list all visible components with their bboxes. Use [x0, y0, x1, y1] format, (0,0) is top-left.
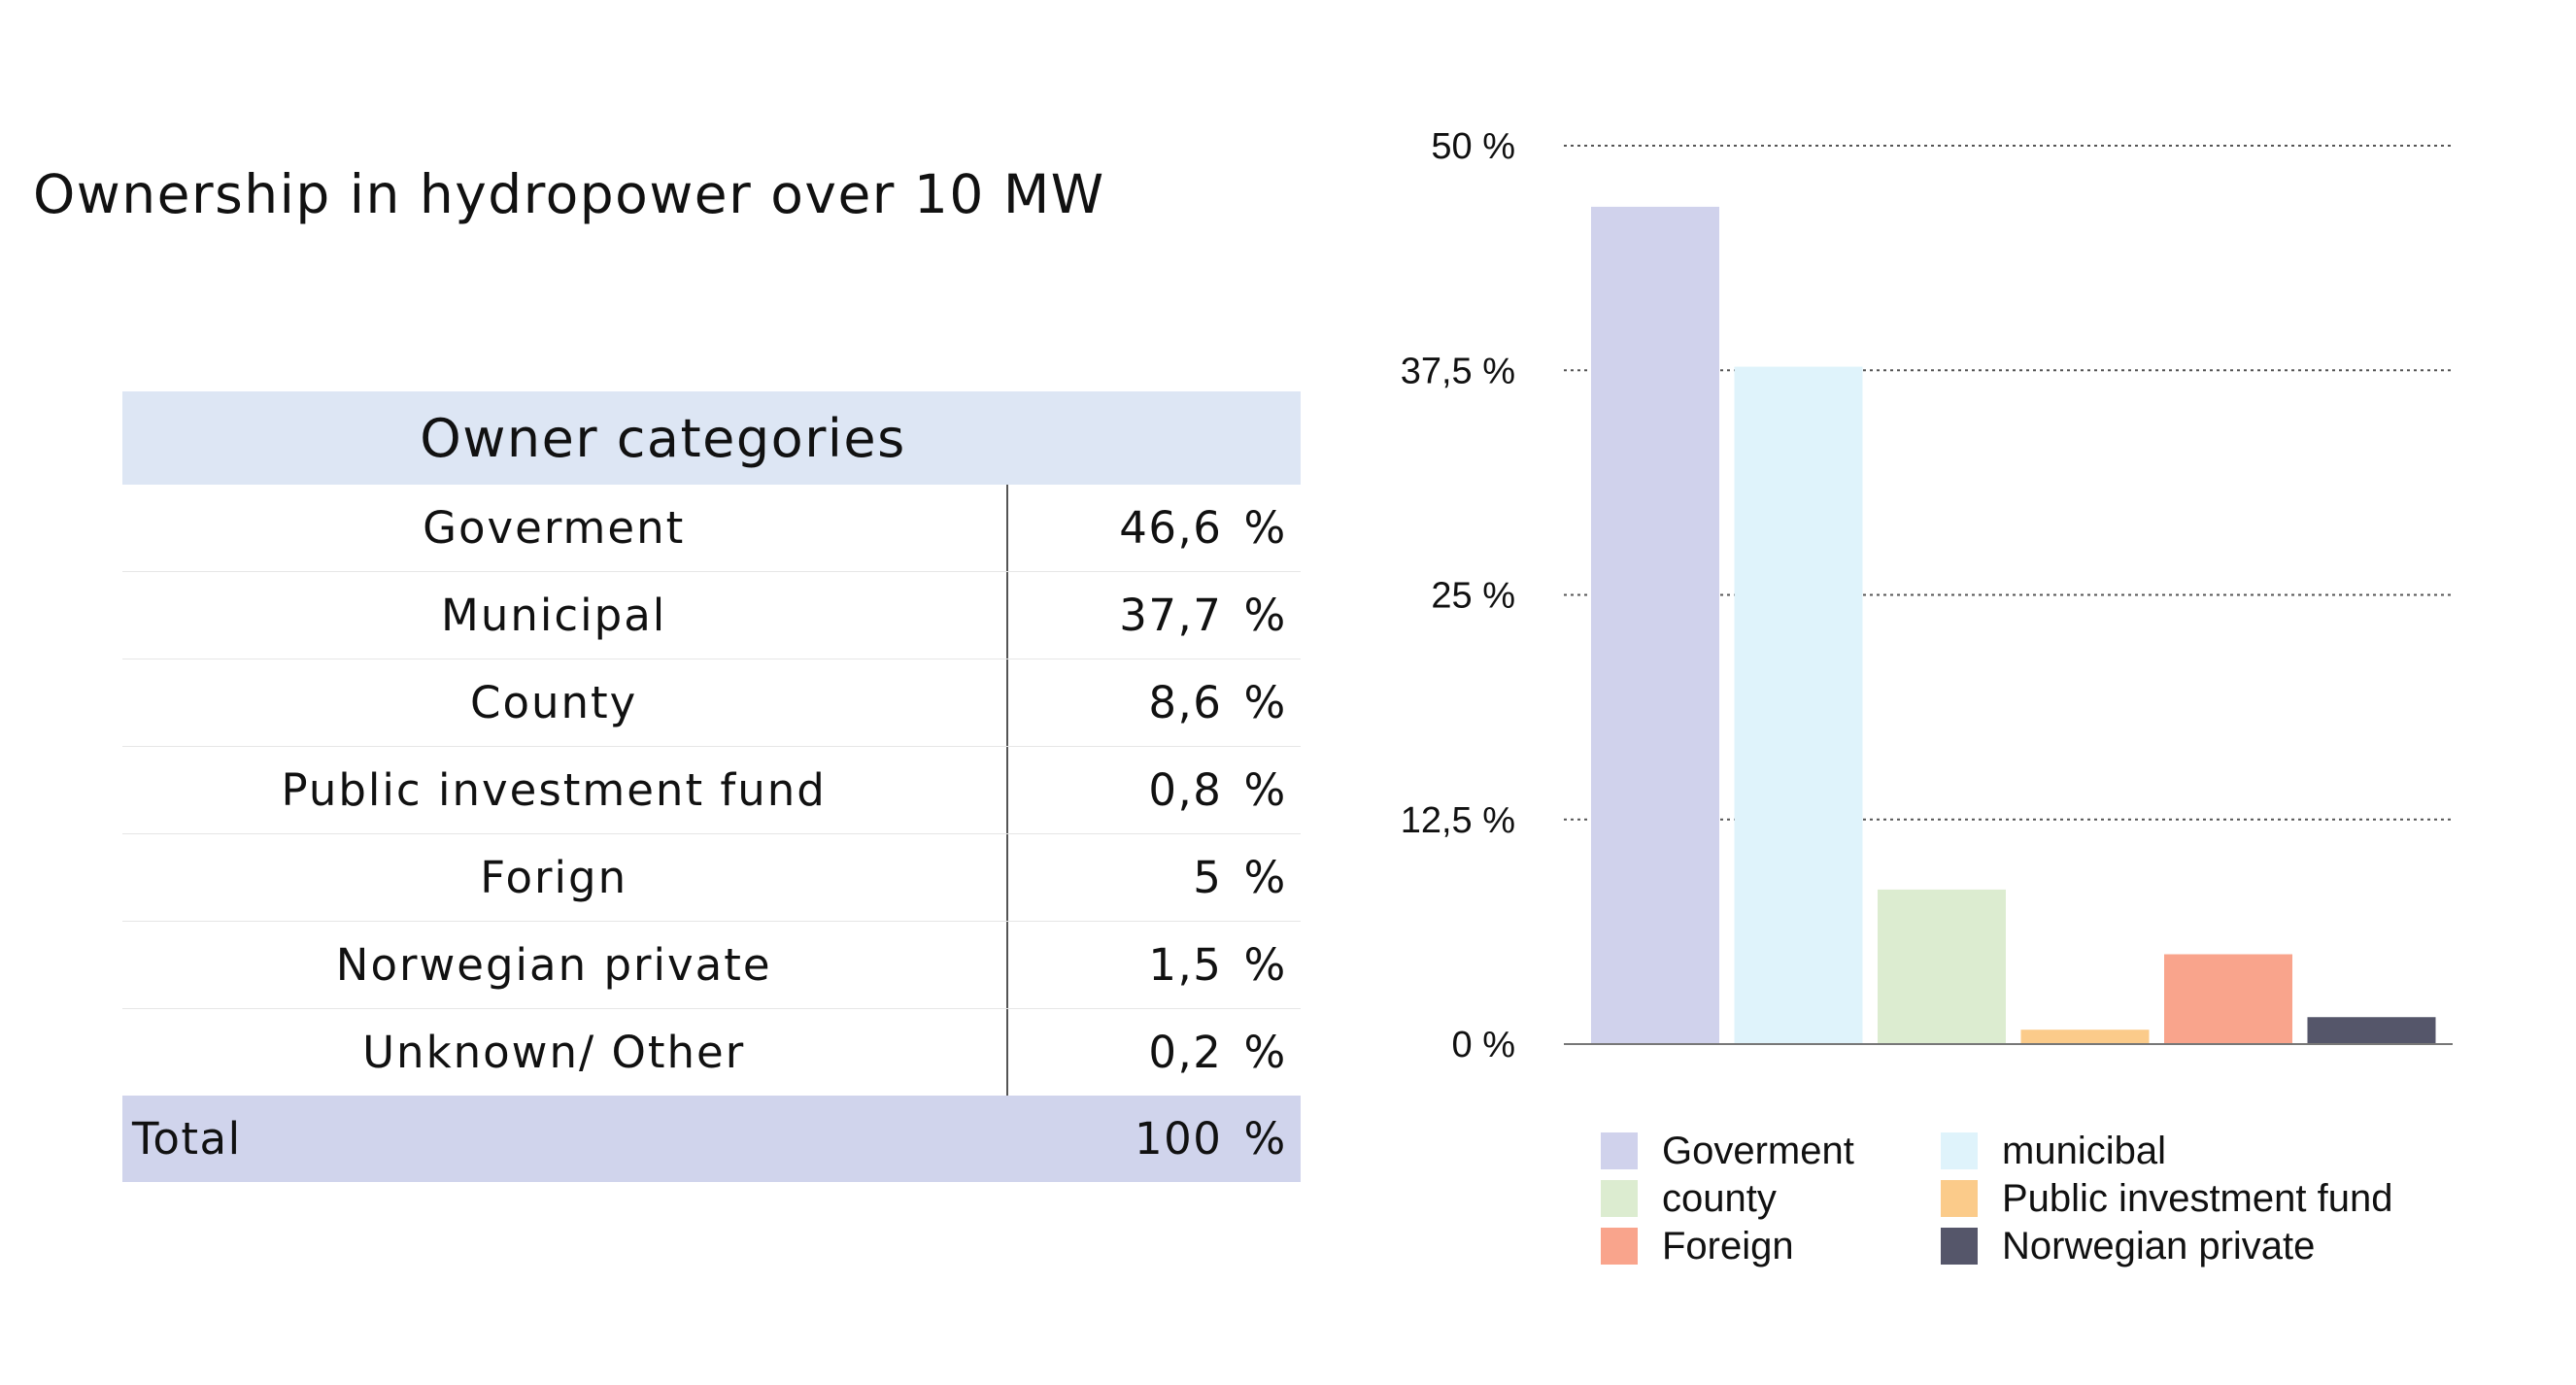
table-row: Forign 5%	[122, 834, 1301, 922]
y-tick-label: 0 %	[1452, 1025, 1515, 1065]
owner-category-name: Forign	[480, 852, 628, 903]
bar	[2307, 1017, 2436, 1044]
legend-label: county	[1662, 1176, 1777, 1220]
y-tick-label: 37,5 %	[1401, 351, 1515, 391]
table-row: Public investment fund 0,8%	[122, 747, 1301, 834]
table-row: County 8,6%	[122, 659, 1301, 747]
owner-category-name: Goverment	[423, 502, 686, 554]
owner-share-value: 8,6	[1148, 677, 1223, 728]
legend-label: Goverment	[1662, 1129, 1854, 1172]
legend-label: Public investment fund	[2002, 1176, 2393, 1220]
legend-item: Norwegian private	[1941, 1224, 2485, 1267]
percent-sign: %	[1243, 590, 1286, 641]
column-divider	[1006, 659, 1008, 746]
legend-label: Norwegian private	[2002, 1224, 2316, 1267]
bar	[2020, 1030, 2150, 1044]
percent-sign: %	[1243, 852, 1286, 903]
ownership-table: Owner categories Goverment 46,6% Municipal…	[122, 391, 1301, 1182]
table-header: Owner categories	[122, 391, 1301, 485]
bar	[2164, 954, 2292, 1044]
column-divider	[1006, 922, 1008, 1008]
legend-item: Public investment fund	[1941, 1176, 2485, 1220]
legend-label: Foreign	[1662, 1224, 1794, 1267]
owner-category-name: County	[470, 677, 638, 728]
table-total-row: Total 100 %	[122, 1096, 1301, 1182]
legend-item: county	[1601, 1176, 1941, 1220]
bar	[1878, 889, 2006, 1044]
owner-share-value: 46,6	[1119, 502, 1223, 554]
legend-swatch	[1941, 1132, 1978, 1169]
legend-swatch	[1601, 1132, 1638, 1169]
owner-share-value: 0,8	[1148, 764, 1223, 816]
column-divider	[1006, 1009, 1008, 1096]
table-row: Municipal 37,7%	[122, 572, 1301, 659]
legend-item: Goverment	[1601, 1129, 1941, 1172]
total-value: 100	[1135, 1113, 1223, 1165]
legend-swatch	[1941, 1180, 1978, 1217]
percent-sign: %	[1243, 677, 1286, 728]
y-tick-label: 50 %	[1431, 126, 1515, 167]
owner-share-value: 5	[1193, 852, 1223, 903]
legend-swatch	[1601, 1180, 1638, 1217]
total-label: Total	[132, 1113, 242, 1165]
legend-label: municibal	[2002, 1129, 2166, 1172]
percent-sign: %	[1243, 939, 1286, 991]
chart-title: Ownership in hydropower over 10 MW	[33, 163, 1105, 225]
percent-sign: %	[1243, 1027, 1286, 1078]
owner-category-name: Public investment fund	[281, 764, 827, 816]
y-tick-label: 25 %	[1431, 576, 1515, 617]
table-row: Goverment 46,6%	[122, 485, 1301, 572]
owner-category-name: Municipal	[441, 590, 667, 641]
column-divider	[1006, 485, 1008, 571]
chart-legend: Goverment municibal county Public investmen…	[1601, 1129, 2485, 1267]
owner-share-value: 0,2	[1148, 1027, 1223, 1078]
legend-item: Foreign	[1601, 1224, 1941, 1267]
table-row: Norwegian private 1,5%	[122, 922, 1301, 1009]
table-row: Unknown/ Other 0,2%	[122, 1009, 1301, 1096]
y-tick-label: 12,5 %	[1401, 800, 1515, 841]
column-divider	[1006, 572, 1008, 659]
column-divider	[1006, 834, 1008, 921]
owner-share-value: 1,5	[1148, 939, 1223, 991]
bar	[1734, 366, 1863, 1044]
owner-category-name: Norwegian private	[335, 939, 772, 991]
legend-swatch	[1941, 1228, 1978, 1265]
table-body: Goverment 46,6% Municipal 37,7% County 8,6% Pu…	[122, 485, 1301, 1096]
total-percent-sign: %	[1243, 1113, 1286, 1165]
percent-sign: %	[1243, 502, 1286, 554]
owner-category-name: Unknown/ Other	[362, 1027, 746, 1078]
owner-share-value: 37,7	[1119, 590, 1223, 641]
column-divider	[1006, 747, 1008, 833]
legend-swatch	[1601, 1228, 1638, 1265]
bar	[1591, 206, 1719, 1044]
legend-item: municibal	[1941, 1129, 2485, 1172]
percent-sign: %	[1243, 764, 1286, 816]
